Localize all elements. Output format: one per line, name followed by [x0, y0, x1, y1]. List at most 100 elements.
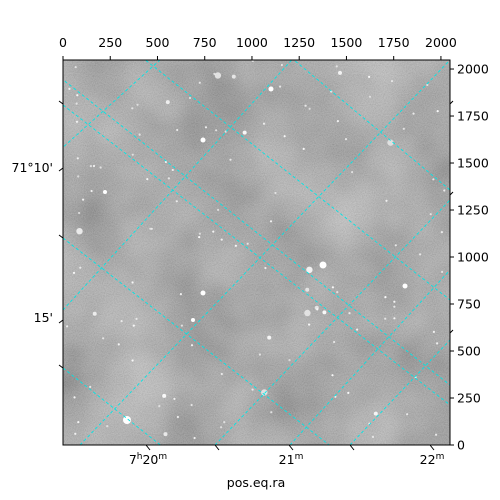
star: [136, 103, 139, 106]
ra-tick-label-2: 21m: [279, 452, 304, 467]
star: [262, 122, 266, 125]
grid-line-2: [63, 367, 162, 445]
star: [229, 158, 232, 161]
star: [220, 372, 223, 376]
bright-star: [191, 318, 195, 322]
star: [90, 189, 93, 193]
dec-minor-tick-2: [58, 364, 64, 369]
star: [217, 208, 220, 211]
right-tick-label-8: 2000: [457, 62, 489, 77]
star: [176, 128, 179, 132]
top-tick-label-1: 250: [98, 35, 122, 50]
star: [436, 110, 439, 113]
grid-line-6: [79, 60, 450, 445]
star: [198, 81, 201, 84]
ra-tick-1: [288, 444, 294, 451]
right-tick-label-5: 1250: [457, 203, 489, 218]
star: [371, 435, 375, 438]
star: [66, 325, 69, 328]
star: [336, 291, 339, 294]
star: [402, 127, 405, 130]
star: [167, 177, 170, 180]
right-tick-label-2: 500: [457, 344, 481, 359]
stars-layer: [66, 60, 446, 440]
star: [75, 102, 78, 105]
star: [280, 63, 283, 67]
star: [89, 385, 92, 388]
star: [180, 324, 183, 327]
star: [146, 178, 149, 181]
star: [213, 72, 216, 75]
right-wcs-tick-1: [449, 191, 454, 196]
grid-line-0: [63, 104, 450, 406]
top-tick-label-2: 500: [146, 35, 170, 50]
plot-frame: [62, 59, 451, 446]
star: [393, 300, 396, 303]
star: [212, 230, 215, 233]
ra-minor-tick-0: [214, 444, 220, 451]
star: [214, 72, 222, 79]
star: [270, 411, 273, 414]
star: [393, 317, 396, 320]
bright-star: [268, 86, 274, 92]
top-tick-label-5: 1250: [283, 35, 315, 50]
star: [373, 411, 378, 416]
star: [223, 421, 226, 424]
top-tick-label-8: 2000: [425, 35, 457, 50]
top-tick-label-0: 0: [59, 35, 67, 50]
star: [190, 344, 194, 347]
right-tick-label-4: 1000: [457, 250, 489, 265]
star: [443, 189, 446, 192]
grid-line-9: [214, 199, 450, 445]
star: [419, 253, 422, 256]
star: [322, 310, 327, 315]
star: [82, 198, 85, 201]
star: [72, 271, 76, 274]
star: [173, 397, 176, 400]
star: [406, 413, 409, 416]
star: [89, 165, 92, 168]
star: [220, 426, 223, 429]
star: [164, 160, 167, 163]
star: [267, 335, 272, 340]
star: [132, 324, 135, 327]
star: [251, 60, 254, 63]
star: [432, 330, 435, 333]
star: [279, 85, 282, 88]
star: [106, 425, 109, 428]
star: [283, 135, 286, 138]
star: [385, 199, 388, 202]
star: [231, 74, 236, 79]
star: [102, 337, 105, 340]
star: [338, 70, 342, 75]
star: [390, 80, 394, 83]
grid-line-3: [144, 60, 450, 301]
wcs-grid: [63, 60, 450, 445]
star: [351, 171, 354, 174]
star: [429, 213, 432, 216]
star: [75, 120, 79, 123]
star: [441, 270, 444, 273]
star: [426, 83, 429, 86]
star: [138, 133, 141, 136]
star: [304, 309, 311, 317]
star: [77, 421, 80, 424]
star: [68, 87, 71, 90]
star: [198, 232, 201, 235]
star: [274, 191, 277, 195]
star: [436, 342, 439, 345]
right-tick-label-3: 750: [457, 297, 481, 312]
star: [193, 436, 196, 440]
star: [305, 287, 310, 292]
star: [384, 317, 387, 320]
star: [432, 178, 435, 181]
star: [356, 328, 359, 331]
bright-star: [200, 137, 206, 143]
star: [120, 320, 123, 323]
star: [99, 166, 102, 169]
star: [162, 393, 167, 398]
grid-line-4: [293, 60, 450, 191]
ra-tick-0: [145, 444, 151, 451]
star: [306, 266, 313, 273]
bright-star: [103, 190, 107, 194]
